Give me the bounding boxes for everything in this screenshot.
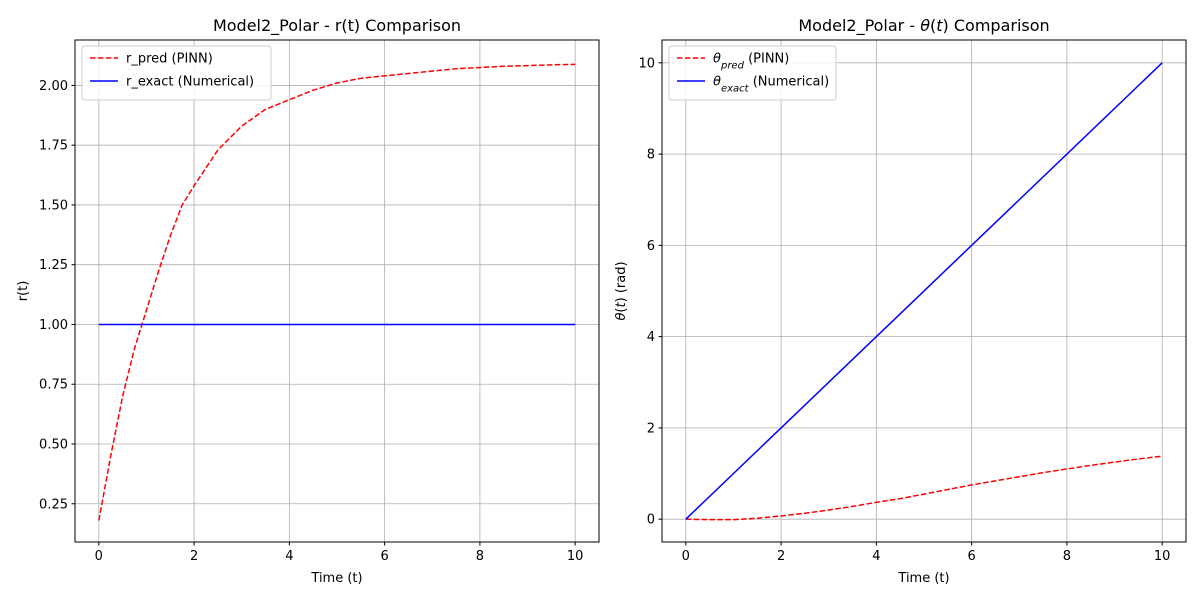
y-tick-label: 1.50: [39, 198, 68, 213]
x-tick-label: 8: [476, 549, 484, 564]
text-part: (PINN): [744, 52, 789, 67]
x-tick-label: 0: [682, 549, 690, 564]
y-axis-label: θ(t) (rad): [614, 261, 629, 320]
y-tick-label: 2.00: [39, 79, 68, 94]
text-part: (: [930, 16, 936, 35]
legend-label-2: r_exact (Numerical): [126, 75, 254, 90]
series-line-1: [685, 455, 1163, 521]
x-tick-label: 2: [190, 549, 198, 564]
text-part: θ: [920, 16, 930, 35]
x-tick-label: 10: [567, 549, 584, 564]
y-tick-label: 8: [647, 148, 655, 163]
series-line-1: [98, 63, 576, 521]
y-tick-label: 10: [638, 56, 655, 71]
series-line-2: [685, 62, 1163, 520]
x-axis-label: Time (t): [897, 571, 949, 586]
x-tick-label: 6: [380, 549, 388, 564]
legend-label-1: r_pred (PINN): [126, 52, 213, 67]
y-tick-label: 4: [647, 330, 655, 345]
legend: θpred (PINN)θexact (Numerical): [668, 45, 837, 101]
x-axis-label: Time (t): [310, 571, 362, 586]
x-tick-label: 10: [1154, 549, 1171, 564]
y-tick-label: 0.50: [39, 437, 68, 452]
y-axis-label: r(t): [16, 281, 31, 302]
legend-box: [668, 45, 837, 101]
x-tick-label: 6: [967, 549, 975, 564]
text-part: θ: [614, 313, 629, 321]
chart-title: Model2_Polar - θ(t) Comparison: [798, 16, 1049, 36]
text-part: ) (rad): [614, 261, 629, 302]
text-part: t: [614, 301, 629, 307]
legend-box: [81, 45, 272, 101]
legend-label-1: θpred (PINN): [713, 52, 789, 72]
y-tick-label: 1.75: [39, 139, 68, 154]
legend: r_pred (PINN) r_exact (Numerical): [81, 45, 272, 101]
text-part: t: [936, 16, 943, 35]
x-tick-label: 4: [872, 549, 880, 564]
text-part: θ: [713, 52, 721, 67]
y-tick-label: 0.25: [39, 497, 68, 512]
text-part: pred: [720, 60, 745, 71]
y-tick-label: 0: [647, 513, 655, 528]
text-part: r_pred (PINN): [126, 52, 213, 67]
y-tick-label: 2: [647, 421, 655, 436]
axes-frame: [74, 39, 600, 543]
legend-label-2: θexact (Numerical): [713, 75, 829, 95]
chart-title: Model2_Polar - r(t) Comparison: [213, 16, 461, 36]
text-part: r_exact (Numerical): [126, 75, 254, 90]
text-part: Model2_Polar -: [798, 16, 920, 36]
x-tick-label: 2: [777, 549, 785, 564]
text-part: ) Comparison: [943, 16, 1050, 35]
text-part: (Numerical): [749, 75, 830, 90]
text-part: exact: [721, 83, 750, 94]
y-tick-label: 0.75: [39, 378, 68, 393]
axes-frame: [661, 39, 1187, 543]
y-tick-label: 6: [647, 239, 655, 254]
x-tick-label: 0: [95, 549, 103, 564]
y-tick-label: 1.00: [39, 318, 68, 333]
y-tick-label: 1.25: [39, 258, 68, 273]
x-tick-label: 4: [285, 549, 293, 564]
text-part: (: [614, 307, 629, 312]
chart-1: 0 2 4 6 8 10 0.25 0.50 0.75 1.00 1.25 1.50 1.75 2.00 M…: [16, 16, 600, 586]
x-tick-label: 8: [1063, 549, 1071, 564]
text-part: θ: [713, 75, 721, 90]
